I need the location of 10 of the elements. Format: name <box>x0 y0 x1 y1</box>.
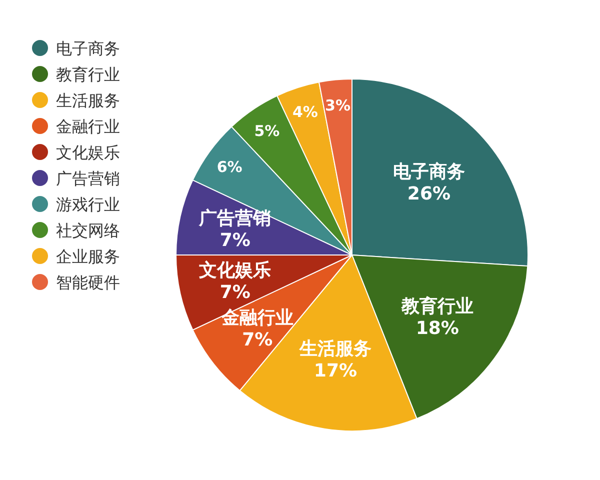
legend-label: 文化娱乐 <box>56 143 120 162</box>
legend-label: 教育行业 <box>56 65 120 84</box>
legend-label: 社交网络 <box>56 221 120 240</box>
legend-label: 生活服务 <box>56 91 120 110</box>
legend-label: 金融行业 <box>56 117 120 136</box>
legend-label: 电子商务 <box>56 39 120 58</box>
legend-label: 企业服务 <box>56 247 120 266</box>
legend-label: 广告营销 <box>56 169 120 188</box>
legend-label: 智能硬件 <box>56 273 120 292</box>
legend-label: 游戏行业 <box>56 195 120 214</box>
